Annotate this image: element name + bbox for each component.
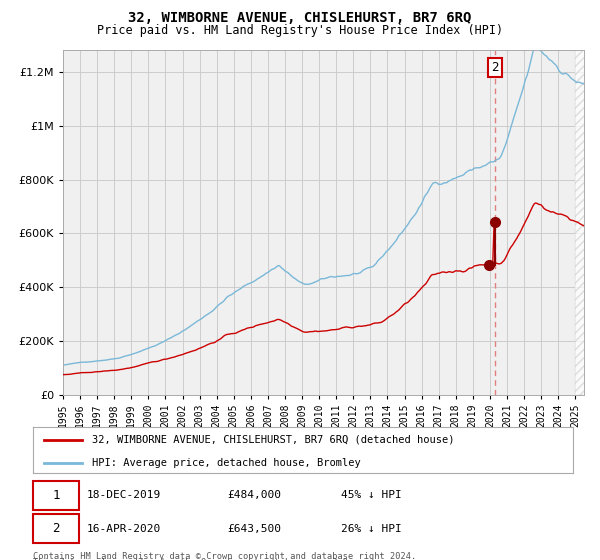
FancyBboxPatch shape [33,480,79,510]
Text: 2: 2 [52,522,60,535]
Text: Price paid vs. HM Land Registry's House Price Index (HPI): Price paid vs. HM Land Registry's House … [97,24,503,36]
Text: 26% ↓ HPI: 26% ↓ HPI [341,524,401,534]
Text: 45% ↓ HPI: 45% ↓ HPI [341,491,401,500]
Text: 2: 2 [491,60,499,74]
Text: 16-APR-2020: 16-APR-2020 [87,524,161,534]
Text: £484,000: £484,000 [227,491,281,500]
Text: Contains HM Land Registry data © Crown copyright and database right 2024.: Contains HM Land Registry data © Crown c… [33,552,416,560]
Text: 18-DEC-2019: 18-DEC-2019 [87,491,161,500]
Text: 32, WIMBORNE AVENUE, CHISLEHURST, BR7 6RQ (detached house): 32, WIMBORNE AVENUE, CHISLEHURST, BR7 6R… [92,435,455,445]
Text: HPI: Average price, detached house, Bromley: HPI: Average price, detached house, Brom… [92,458,361,468]
Text: This data is licensed under the Open Government Licence v3.0.: This data is licensed under the Open Gov… [33,558,353,560]
FancyBboxPatch shape [33,514,79,543]
Text: 32, WIMBORNE AVENUE, CHISLEHURST, BR7 6RQ: 32, WIMBORNE AVENUE, CHISLEHURST, BR7 6R… [128,11,472,25]
Text: £643,500: £643,500 [227,524,281,534]
Text: 1: 1 [52,489,60,502]
